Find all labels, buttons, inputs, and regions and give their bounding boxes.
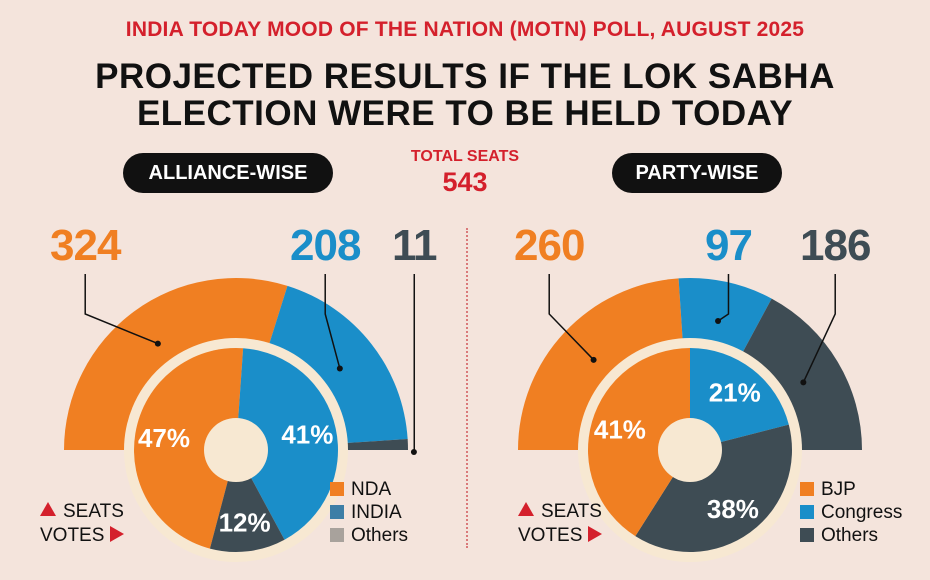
donut-hole	[204, 418, 268, 482]
legend-item-others: Others	[330, 524, 408, 547]
legend-item-others-party: Others	[800, 524, 902, 547]
triangle-right-icon	[110, 526, 125, 542]
triangle-up-icon	[40, 502, 56, 516]
legend-item-india: INDIA	[330, 501, 408, 524]
party-wise-pill: PARTY-WISE	[612, 153, 782, 193]
title-line-2: ELECTION WERE TO BE HELD TODAY	[136, 94, 794, 133]
panel-divider	[466, 228, 468, 548]
leader-line-india	[324, 274, 341, 369]
leader-dot-others	[800, 379, 807, 386]
vote-slice-congress	[690, 348, 789, 450]
leader-dot-india	[336, 365, 343, 372]
seat-value-india: 208	[290, 221, 361, 270]
swatch-bjp	[800, 482, 814, 496]
seats-key: SEATS	[518, 500, 602, 524]
swatch-india	[330, 505, 344, 519]
alliance-wise-pill: ALLIANCE-WISE	[123, 153, 333, 193]
vote-label-india: 41%	[281, 420, 333, 450]
leader-dot-nda	[154, 340, 161, 347]
vote-label-bjp: 41%	[594, 415, 646, 445]
swatch-others-party	[800, 528, 814, 542]
donut-hole	[658, 418, 722, 482]
leader-line-others	[802, 274, 836, 383]
seats-votes-key-left: SEATS VOTES	[40, 500, 125, 548]
triangle-right-icon	[588, 526, 603, 542]
votes-key: VOTES	[40, 524, 125, 548]
seat-value-nda: 324	[50, 221, 121, 270]
vote-slice-others	[209, 450, 285, 553]
legend-item-nda: NDA	[330, 478, 408, 501]
alliance-legend: NDA INDIA Others	[330, 478, 408, 547]
swatch-others	[330, 528, 344, 542]
seats-key: SEATS	[40, 500, 124, 524]
seats-votes-key-right: SEATS VOTES	[518, 500, 603, 548]
legend-item-bjp: BJP	[800, 478, 902, 501]
vote-slice-others	[635, 424, 792, 553]
vote-label-others: 38%	[707, 494, 759, 524]
vote-slice-india	[236, 348, 339, 540]
party-legend: BJP Congress Others	[800, 478, 902, 547]
page-title: PROJECTED RESULTS IF THE LOK SABHA ELECT…	[0, 58, 930, 132]
total-seats-label: TOTAL SEATS	[410, 148, 520, 165]
total-seats-value: 543	[442, 167, 488, 197]
legend-item-congress: Congress	[800, 501, 902, 524]
alliance-chart: 47% 41% 12%	[62, 274, 417, 580]
swatch-congress	[800, 505, 814, 519]
seat-value-others-party: 186	[800, 221, 871, 270]
leader-dot-congress	[715, 318, 722, 325]
leader-line-nda	[84, 274, 159, 345]
leader-line-bjp	[548, 274, 595, 361]
triangle-up-icon	[518, 502, 534, 516]
votes-key: VOTES	[518, 524, 603, 548]
vote-slice-bjp	[587, 348, 690, 537]
leader-line-congress	[717, 274, 730, 322]
vote-label-congress: 21%	[709, 377, 761, 407]
seat-value-bjp: 260	[514, 221, 585, 270]
vote-label-nda: 47%	[138, 423, 190, 453]
seat-value-others: 11	[392, 221, 438, 270]
seat-value-congress: 97	[705, 221, 753, 270]
title-line-1: PROJECTED RESULTS IF THE LOK SABHA	[95, 57, 835, 96]
vote-slice-nda	[133, 347, 244, 549]
leader-dot-bjp	[590, 356, 597, 363]
vote-label-others: 12%	[219, 507, 271, 537]
leader-dot-others	[410, 449, 417, 455]
swatch-nda	[330, 482, 344, 496]
poll-kicker: INDIA TODAY MOOD OF THE NATION (MOTN) PO…	[125, 18, 805, 41]
